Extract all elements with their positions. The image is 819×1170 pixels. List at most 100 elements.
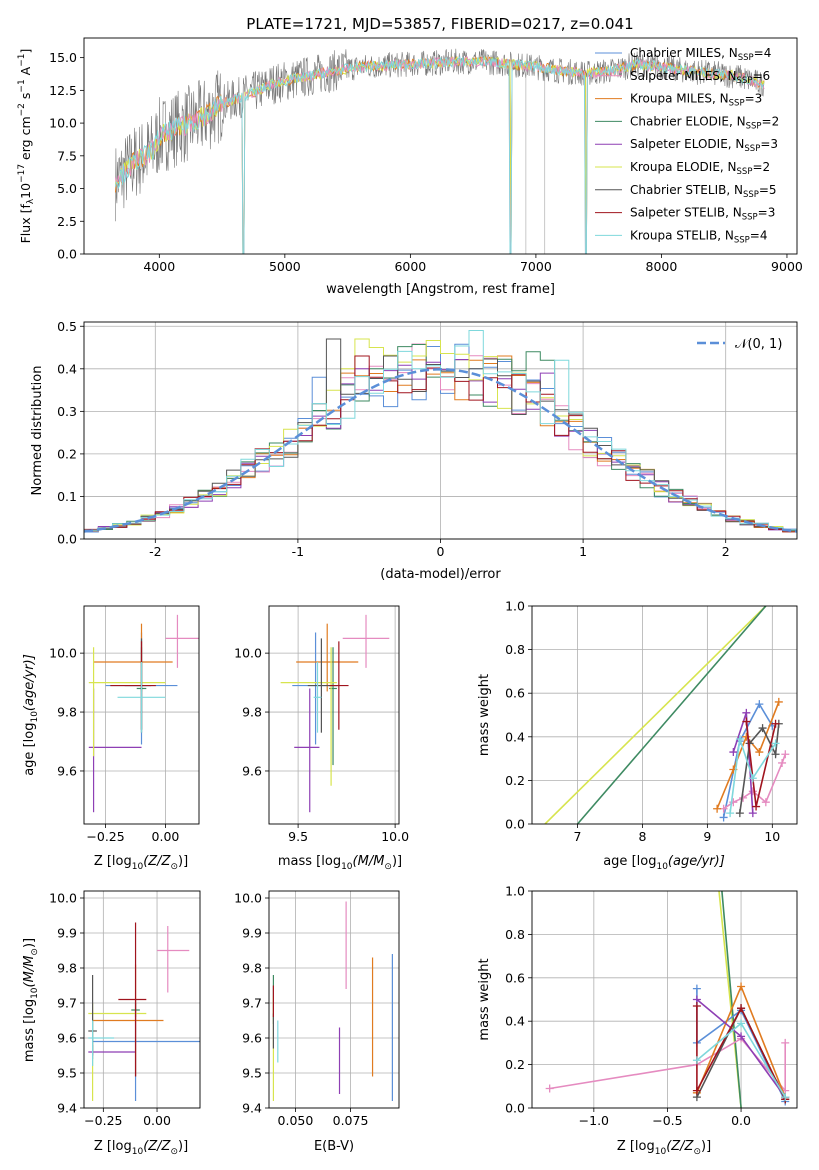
weight-line-chabrier_miles — [722, 702, 773, 818]
y-axis-label: Flux [fλ10−17 erg cm−2 s−1 A−1] — [17, 49, 36, 244]
weight-marker — [748, 774, 757, 783]
errorbar-kroupa_elodie — [280, 647, 337, 786]
weight-marker — [778, 758, 787, 767]
weight-marker — [729, 748, 738, 757]
plot-area — [545, 891, 790, 1108]
y-tick-label: 9.9 — [242, 926, 262, 941]
weight-line-kroupa_stelib — [729, 738, 777, 814]
weight-marker — [748, 809, 757, 818]
axes-frame — [268, 605, 400, 825]
y-tick-label: 12.5 — [49, 83, 77, 98]
x-tick-label: 6000 — [394, 259, 426, 274]
y-tick-label: 10.0 — [234, 891, 262, 906]
x-tick-label: 0.00 — [143, 1113, 171, 1128]
x-tick-label: -1 — [292, 544, 304, 559]
weight-marker — [755, 700, 764, 709]
x-tick-label: 0 — [437, 544, 445, 559]
axes: -2 -1 0 1 2 0.0 0.1 0.2 0.3 0.4 0.5 — [57, 319, 730, 559]
x-tick-label: 7000 — [520, 259, 552, 274]
y-tick-label: 10.0 — [49, 646, 77, 661]
weight-marker — [742, 732, 751, 741]
y-tick-label: 9.7 — [242, 996, 262, 1011]
y-tick-label: 0.0 — [57, 247, 77, 262]
x-tick-label: −0.5 — [652, 1113, 682, 1128]
y-axis-label: age [log10(age/yr)] — [22, 654, 40, 776]
axes-frame — [268, 890, 400, 1109]
legend-label: Chabrier ELODIE, NSSP=2 — [630, 114, 779, 131]
weight-marker — [692, 984, 701, 993]
y-tick-label: 0.8 — [505, 642, 525, 657]
axes: −1.0 −0.5 0.0 0.0 0.2 0.4 0.6 0.8 1.0 — [505, 884, 751, 1129]
y-tick-label: 0.3 — [57, 404, 77, 419]
legend-label: Chabrier STELIB, NSSP=5 — [630, 183, 777, 200]
y-tick-label: 0.6 — [505, 970, 525, 985]
errorbar-kroupa_stelib — [117, 661, 166, 733]
errorbar-chabrier_elodie — [329, 647, 337, 766]
y-tick-label: 0.4 — [505, 729, 525, 744]
y-tick-label: 9.5 — [242, 1066, 262, 1081]
y-axis-label: mass [log10(M/M⊙)] — [22, 938, 40, 1062]
weight-marker — [774, 697, 783, 706]
y-tick-label: 9.8 — [57, 961, 77, 976]
spectrum-legend: Chabrier MILES, NSSP=4 Salpeter MILES, NS… — [595, 46, 779, 245]
weight-marker — [742, 717, 751, 726]
errorbar-salpeter_stelib — [329, 641, 349, 730]
y-tick-label: 10.0 — [49, 116, 77, 131]
weight-marker — [781, 750, 790, 759]
y-tick-label: 2.5 — [57, 214, 77, 229]
y-tick-label: 15.0 — [49, 50, 77, 65]
y-tick-label: 0.1 — [57, 489, 77, 504]
weight-marker — [737, 1004, 746, 1013]
weight-marker — [742, 708, 751, 717]
x-axis-label: age [log10(age/yr)] — [603, 854, 725, 872]
weight-marker — [726, 809, 735, 818]
x-tick-label: −1.0 — [579, 1113, 609, 1128]
weight-vs-age-panel: 7 8 9 10 0.0 0.2 0.4 0.6 0.8 1.0 mass weight age [l… — [477, 599, 798, 872]
y-tick-label: 7.5 — [57, 148, 77, 163]
weight-line-salpeter_stelib — [696, 1006, 786, 1100]
x-tick-label: 9.5 — [288, 829, 308, 844]
weight-line-chabrier_elodie — [576, 606, 767, 824]
plot-area — [88, 614, 199, 813]
x-axis-label: (data-model)/error — [380, 567, 501, 582]
y-tick-label: 0.0 — [57, 532, 77, 547]
y-tick-label: 0.0 — [505, 1101, 525, 1116]
weight-marker — [729, 798, 738, 807]
residuals-panel: -2 -1 0 1 2 0.0 0.1 0.2 0.3 0.4 0.5 𝒩(0, 1) (data-mo… — [30, 319, 798, 582]
plot-area — [280, 614, 390, 813]
y-tick-label: 0.0 — [505, 817, 525, 832]
y-tick-label: 0.6 — [505, 686, 525, 701]
age-vs-z-panel: −0.25 0.00 9.6 9.8 10.0 Z [log10(Z/Z⊙)] age [l… — [22, 605, 200, 872]
axes-frame — [83, 605, 200, 825]
x-axis-label: wavelength [Angstrom, rest frame] — [326, 282, 555, 297]
legend-label: Kroupa STELIB, NSSP=4 — [630, 228, 768, 245]
weight-marker — [692, 1002, 701, 1011]
y-tick-label: 0.4 — [505, 1014, 525, 1029]
axes-frame — [83, 37, 798, 255]
y-tick-label: 9.9 — [57, 926, 77, 941]
weight-vs-z-panel: −1.0 −0.5 0.0 0.0 0.2 0.4 0.6 0.8 1.0 mass weight… — [477, 884, 798, 1157]
y-tick-label: 0.2 — [505, 773, 525, 788]
weight-marker — [748, 787, 757, 796]
x-axis-label: E(B-V) — [314, 1139, 354, 1154]
weight-marker — [758, 724, 767, 733]
y-tick-label: 0.2 — [505, 1057, 525, 1072]
axes: 7 8 9 10 0.0 0.2 0.4 0.6 0.8 1.0 — [505, 599, 780, 845]
grid — [269, 606, 399, 824]
weight-marker — [713, 804, 722, 813]
y-tick-label: 9.6 — [57, 1031, 77, 1046]
x-tick-label: 0.075 — [333, 1113, 369, 1128]
y-tick-label: 9.8 — [242, 705, 262, 720]
mass-vs-z-panel: −0.25 0.00 9.4 9.5 9.6 9.7 9.8 9.9 10.0 Z [log10(… — [22, 891, 201, 1157]
y-tick-label: 9.6 — [242, 1031, 262, 1046]
weight-marker — [761, 798, 770, 807]
weight-marker — [771, 719, 780, 728]
y-axis-label: mass weight — [477, 674, 492, 756]
x-tick-label: 10.0 — [381, 829, 409, 844]
axes-frame — [531, 890, 798, 1109]
legend-label: Chabrier MILES, NSSP=4 — [630, 46, 771, 63]
spectrum-data-line — [115, 48, 765, 222]
weight-marker — [781, 1038, 790, 1047]
legend-label: Salpeter ELODIE, NSSP=3 — [630, 137, 778, 154]
